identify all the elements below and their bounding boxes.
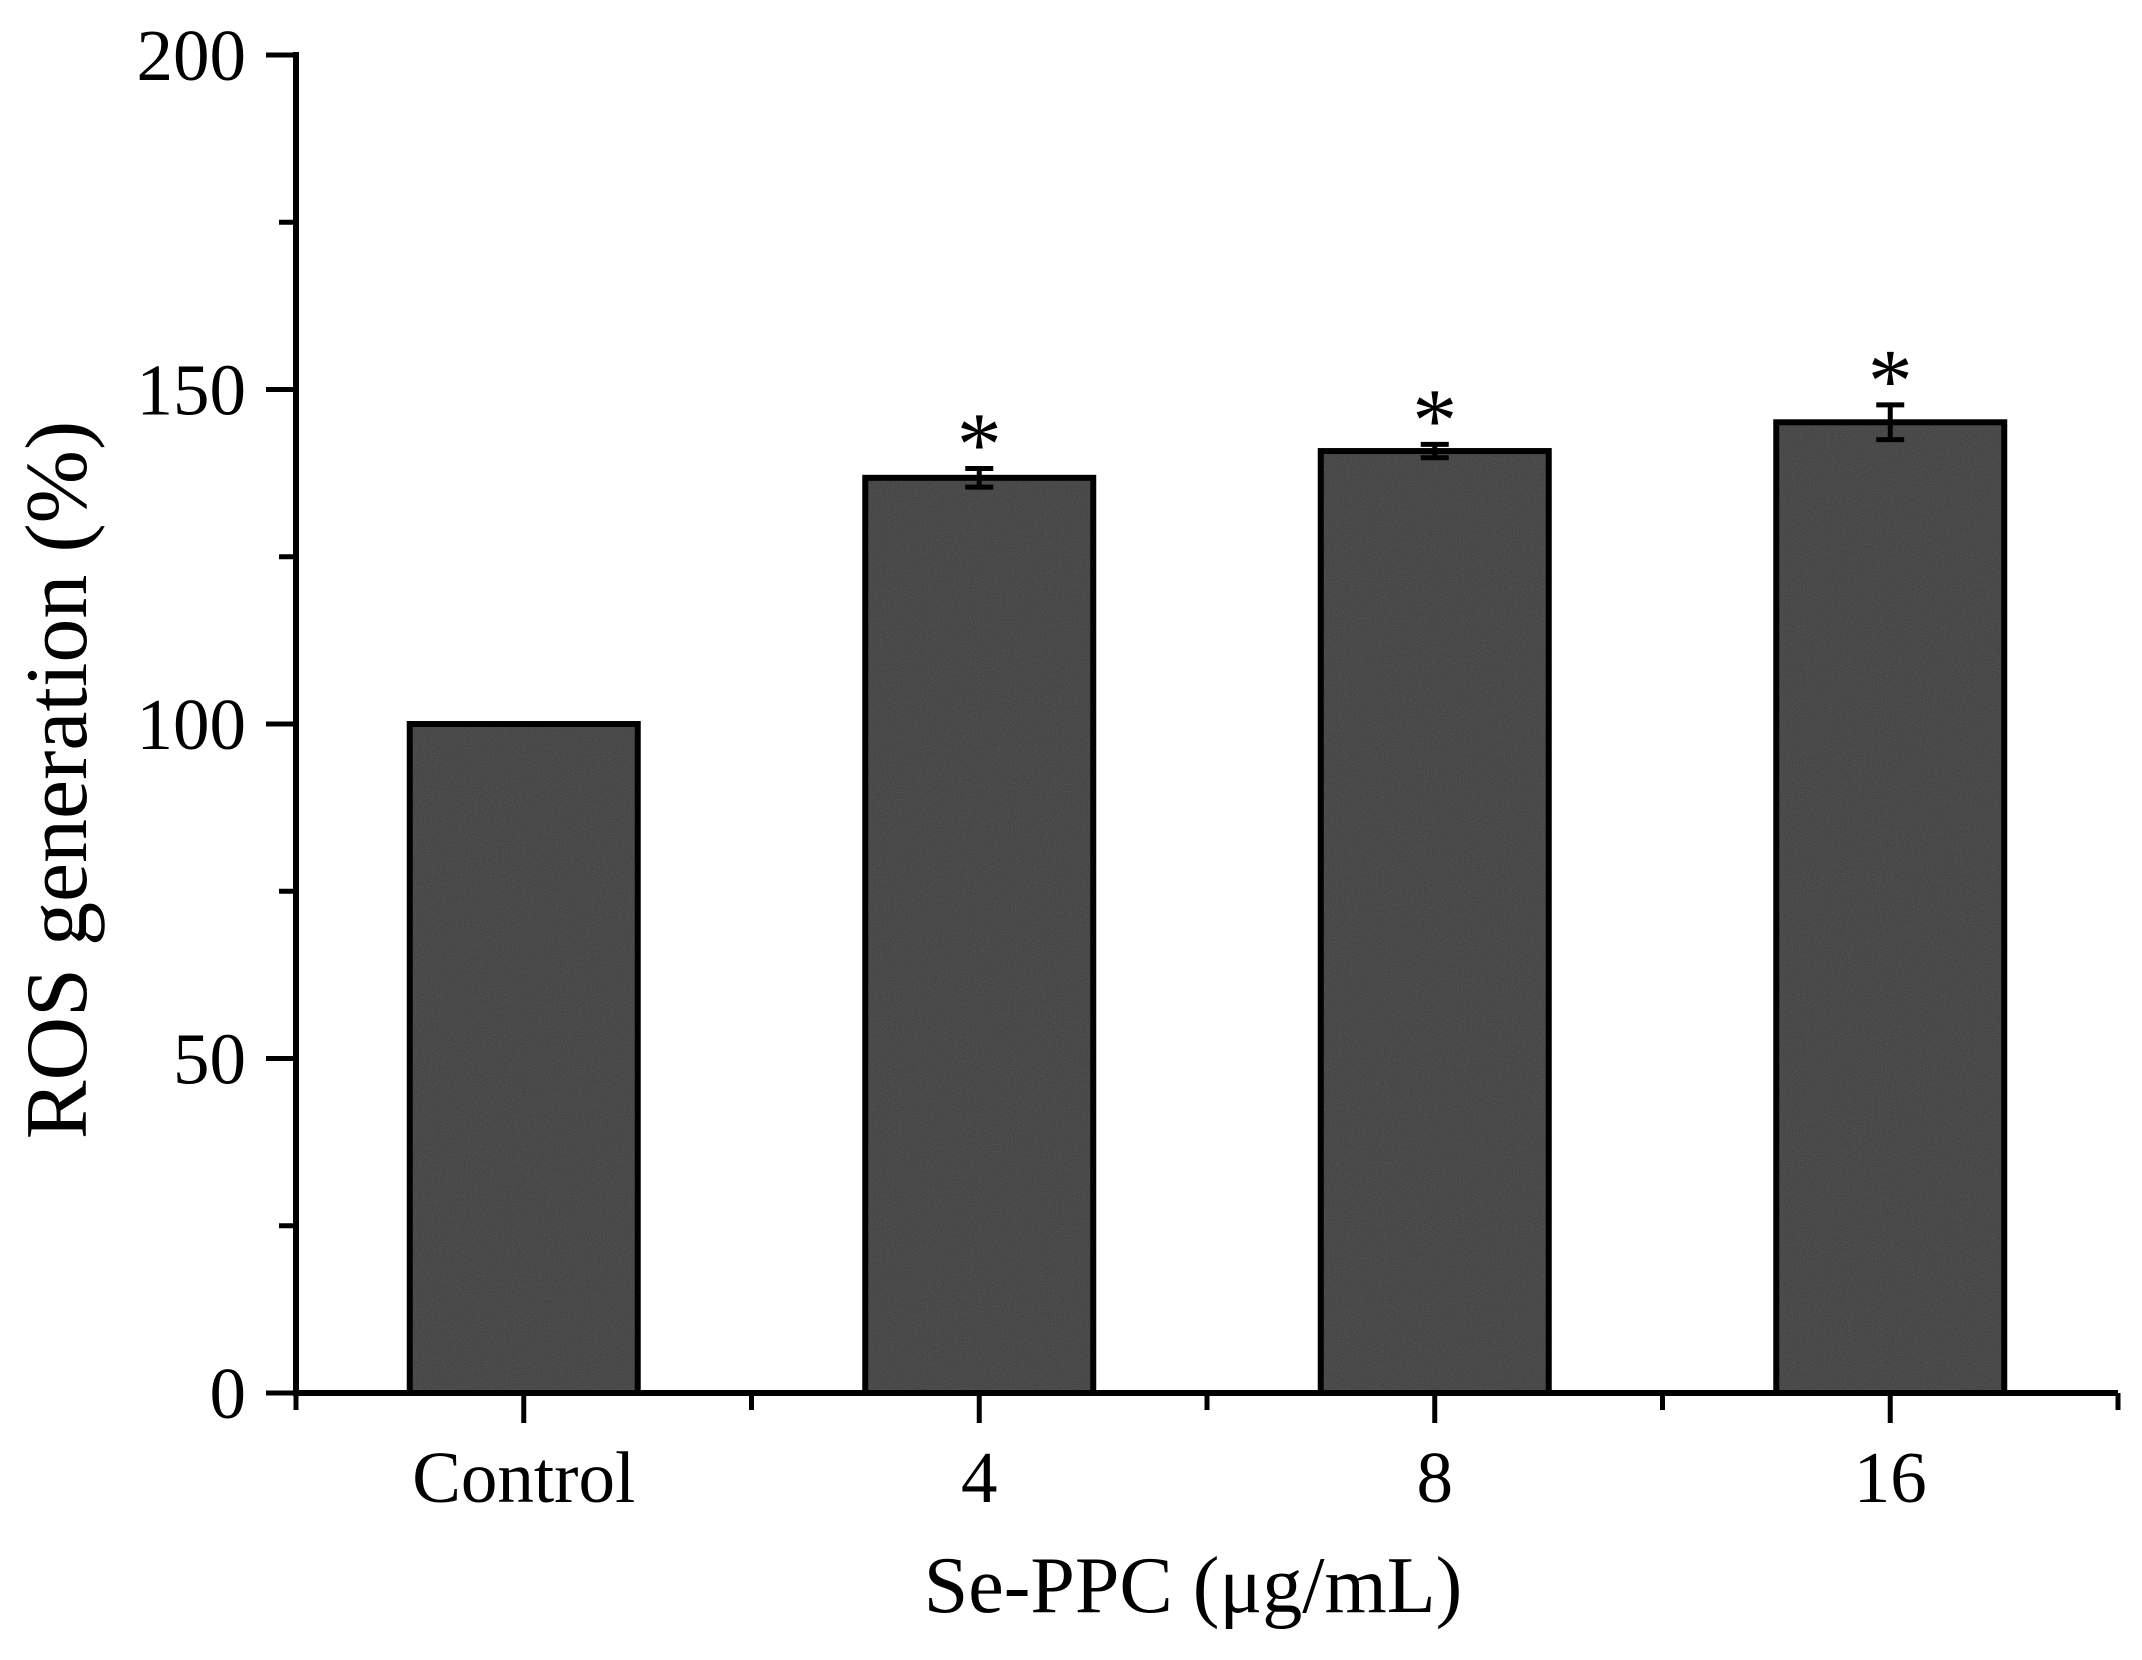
y-tick-label-0: 0 [210,1353,247,1434]
error-bar-4 [965,465,994,490]
y-tick-label-150: 150 [137,350,247,431]
x-axis-title: Se-PPC (μg/mL) [924,1542,1462,1630]
x-tick-label-4: 4 [961,1437,998,1518]
significance-markers-layer: * * * [957,332,1913,495]
error-bars-layer [965,402,1905,490]
axes-layer [266,52,2121,1423]
y-tick-label-50: 50 [173,1019,246,1100]
axis-labels-layer: 0 50 100 150 200 Control 4 8 16 Se-PPC (μg/mL) ROS… [9,15,1927,1630]
significance-asterisk-4: * [957,395,1002,494]
y-tick-label-100: 100 [137,684,247,765]
x-tick-label-8: 8 [1417,1437,1454,1518]
y-axis-title: ROS generation (%) [9,421,106,1139]
bar-texture-Control [409,724,638,1393]
significance-asterisk-8: * [1412,371,1457,470]
error-bar-16 [1876,402,1905,443]
y-tick-label-200: 200 [137,15,247,96]
bar-texture-8 [1320,451,1549,1394]
x-tick-label-16: 16 [1854,1437,1927,1518]
bar-texture-16 [1776,422,2005,1393]
x-tick-label-Control: Control [412,1437,635,1518]
bar-texture-4 [865,477,1094,1394]
error-bar-8 [1420,441,1449,461]
significance-asterisk-16: * [1868,332,1913,431]
bars-layer [406,419,2008,1397]
